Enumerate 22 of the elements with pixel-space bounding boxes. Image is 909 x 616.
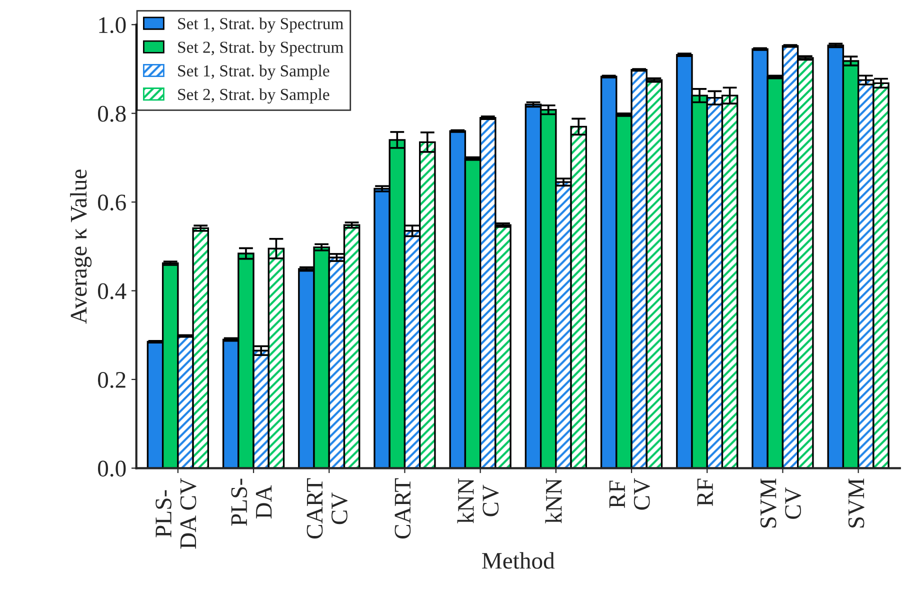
x-tick-label: PLS- DA bbox=[231, 478, 272, 526]
x-tick-label: kNN bbox=[545, 478, 562, 524]
legend-label: Set 1, Strat. by Spectrum bbox=[178, 18, 344, 33]
x-tick-label: PLS- DA CV bbox=[156, 478, 196, 549]
y-tick-label: 0.0 bbox=[98, 460, 126, 477]
x-tick-label: CART bbox=[394, 478, 411, 538]
y-tick-label: 0.2 bbox=[98, 372, 126, 388]
legend-label: Set 1, Strat. by Sample bbox=[178, 64, 330, 80]
y-tick-label: 1.0 bbox=[99, 17, 126, 34]
x-tick-label: kNN CV bbox=[457, 478, 499, 524]
x-tick-label: SVM bbox=[848, 478, 864, 528]
x-tick-label: CART CV bbox=[306, 478, 348, 538]
x-tick-label: SVM CV bbox=[760, 478, 802, 528]
x-tick-label: RF bbox=[697, 478, 713, 506]
legend-label: Set 2, Strat. by Spectrum bbox=[178, 41, 344, 56]
legend-label: Set 2, Strat. by Sample bbox=[178, 88, 330, 104]
y-tick-label: 0.8 bbox=[98, 106, 126, 122]
y-tick-label: 0.6 bbox=[98, 194, 126, 211]
y-tick-label: 0.4 bbox=[98, 283, 126, 300]
x-axis-title: Method bbox=[482, 552, 555, 569]
y-axis-title: Average κ Value bbox=[70, 170, 92, 324]
x-tick-label: RF CV bbox=[609, 478, 650, 510]
